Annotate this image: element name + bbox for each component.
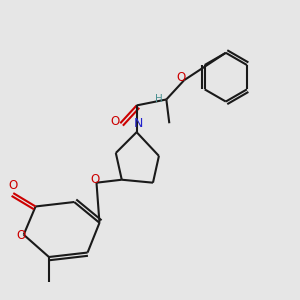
Text: N: N xyxy=(134,117,143,130)
Text: H: H xyxy=(155,94,163,104)
Text: O: O xyxy=(9,178,18,192)
Text: O: O xyxy=(177,71,186,84)
Text: O: O xyxy=(110,115,120,128)
Text: O: O xyxy=(90,173,100,186)
Text: O: O xyxy=(16,229,25,242)
